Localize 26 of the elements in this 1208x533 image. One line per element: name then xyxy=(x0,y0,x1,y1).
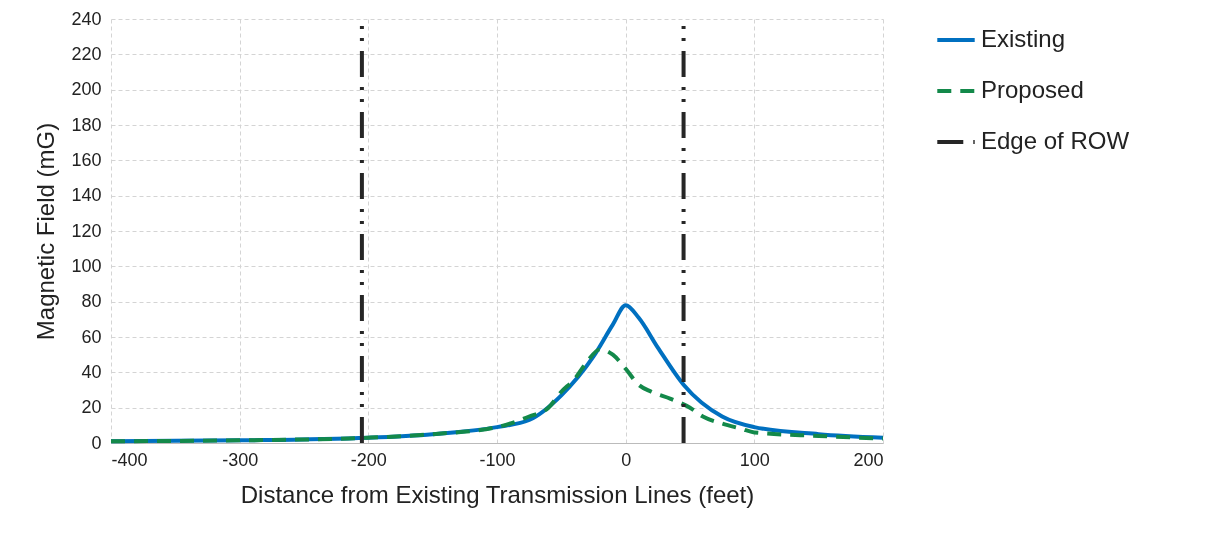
y-tick-label: 60 xyxy=(81,326,102,347)
y-tick-label: 20 xyxy=(81,397,102,418)
x-tick-label: 200 xyxy=(853,449,884,470)
y-tick-label: 240 xyxy=(71,8,102,29)
x-tick-label: -100 xyxy=(479,449,516,470)
line-series xyxy=(109,347,885,444)
x-tick-label: -200 xyxy=(350,449,387,470)
y-tick-label: 200 xyxy=(71,79,102,100)
y-tick-label: 120 xyxy=(71,220,102,241)
y-tick-label: 40 xyxy=(81,361,102,382)
y-tick-label: 180 xyxy=(71,114,102,135)
legend-label: Existing xyxy=(981,25,1066,52)
y-tick-label: 100 xyxy=(71,255,102,276)
y-tick-label: 0 xyxy=(91,432,102,453)
x-tick-label: 0 xyxy=(621,449,632,470)
y-tick-label: 160 xyxy=(71,149,102,170)
y-tick-label: 220 xyxy=(71,43,102,64)
legend-label: Edge of ROW xyxy=(981,127,1130,154)
x-tick-label: -300 xyxy=(222,449,259,470)
x-tick-label: 100 xyxy=(739,449,770,470)
x-tick-label: -400 xyxy=(111,449,148,470)
y-tick-label: 80 xyxy=(81,291,102,312)
y-tick-label: 140 xyxy=(71,185,102,206)
y-axis-title: Magnetic Field (mG) xyxy=(32,122,60,341)
x-axis-title: Distance from Existing Transmission Lines (feet) xyxy=(240,480,755,508)
legend-label: Proposed xyxy=(981,76,1084,103)
